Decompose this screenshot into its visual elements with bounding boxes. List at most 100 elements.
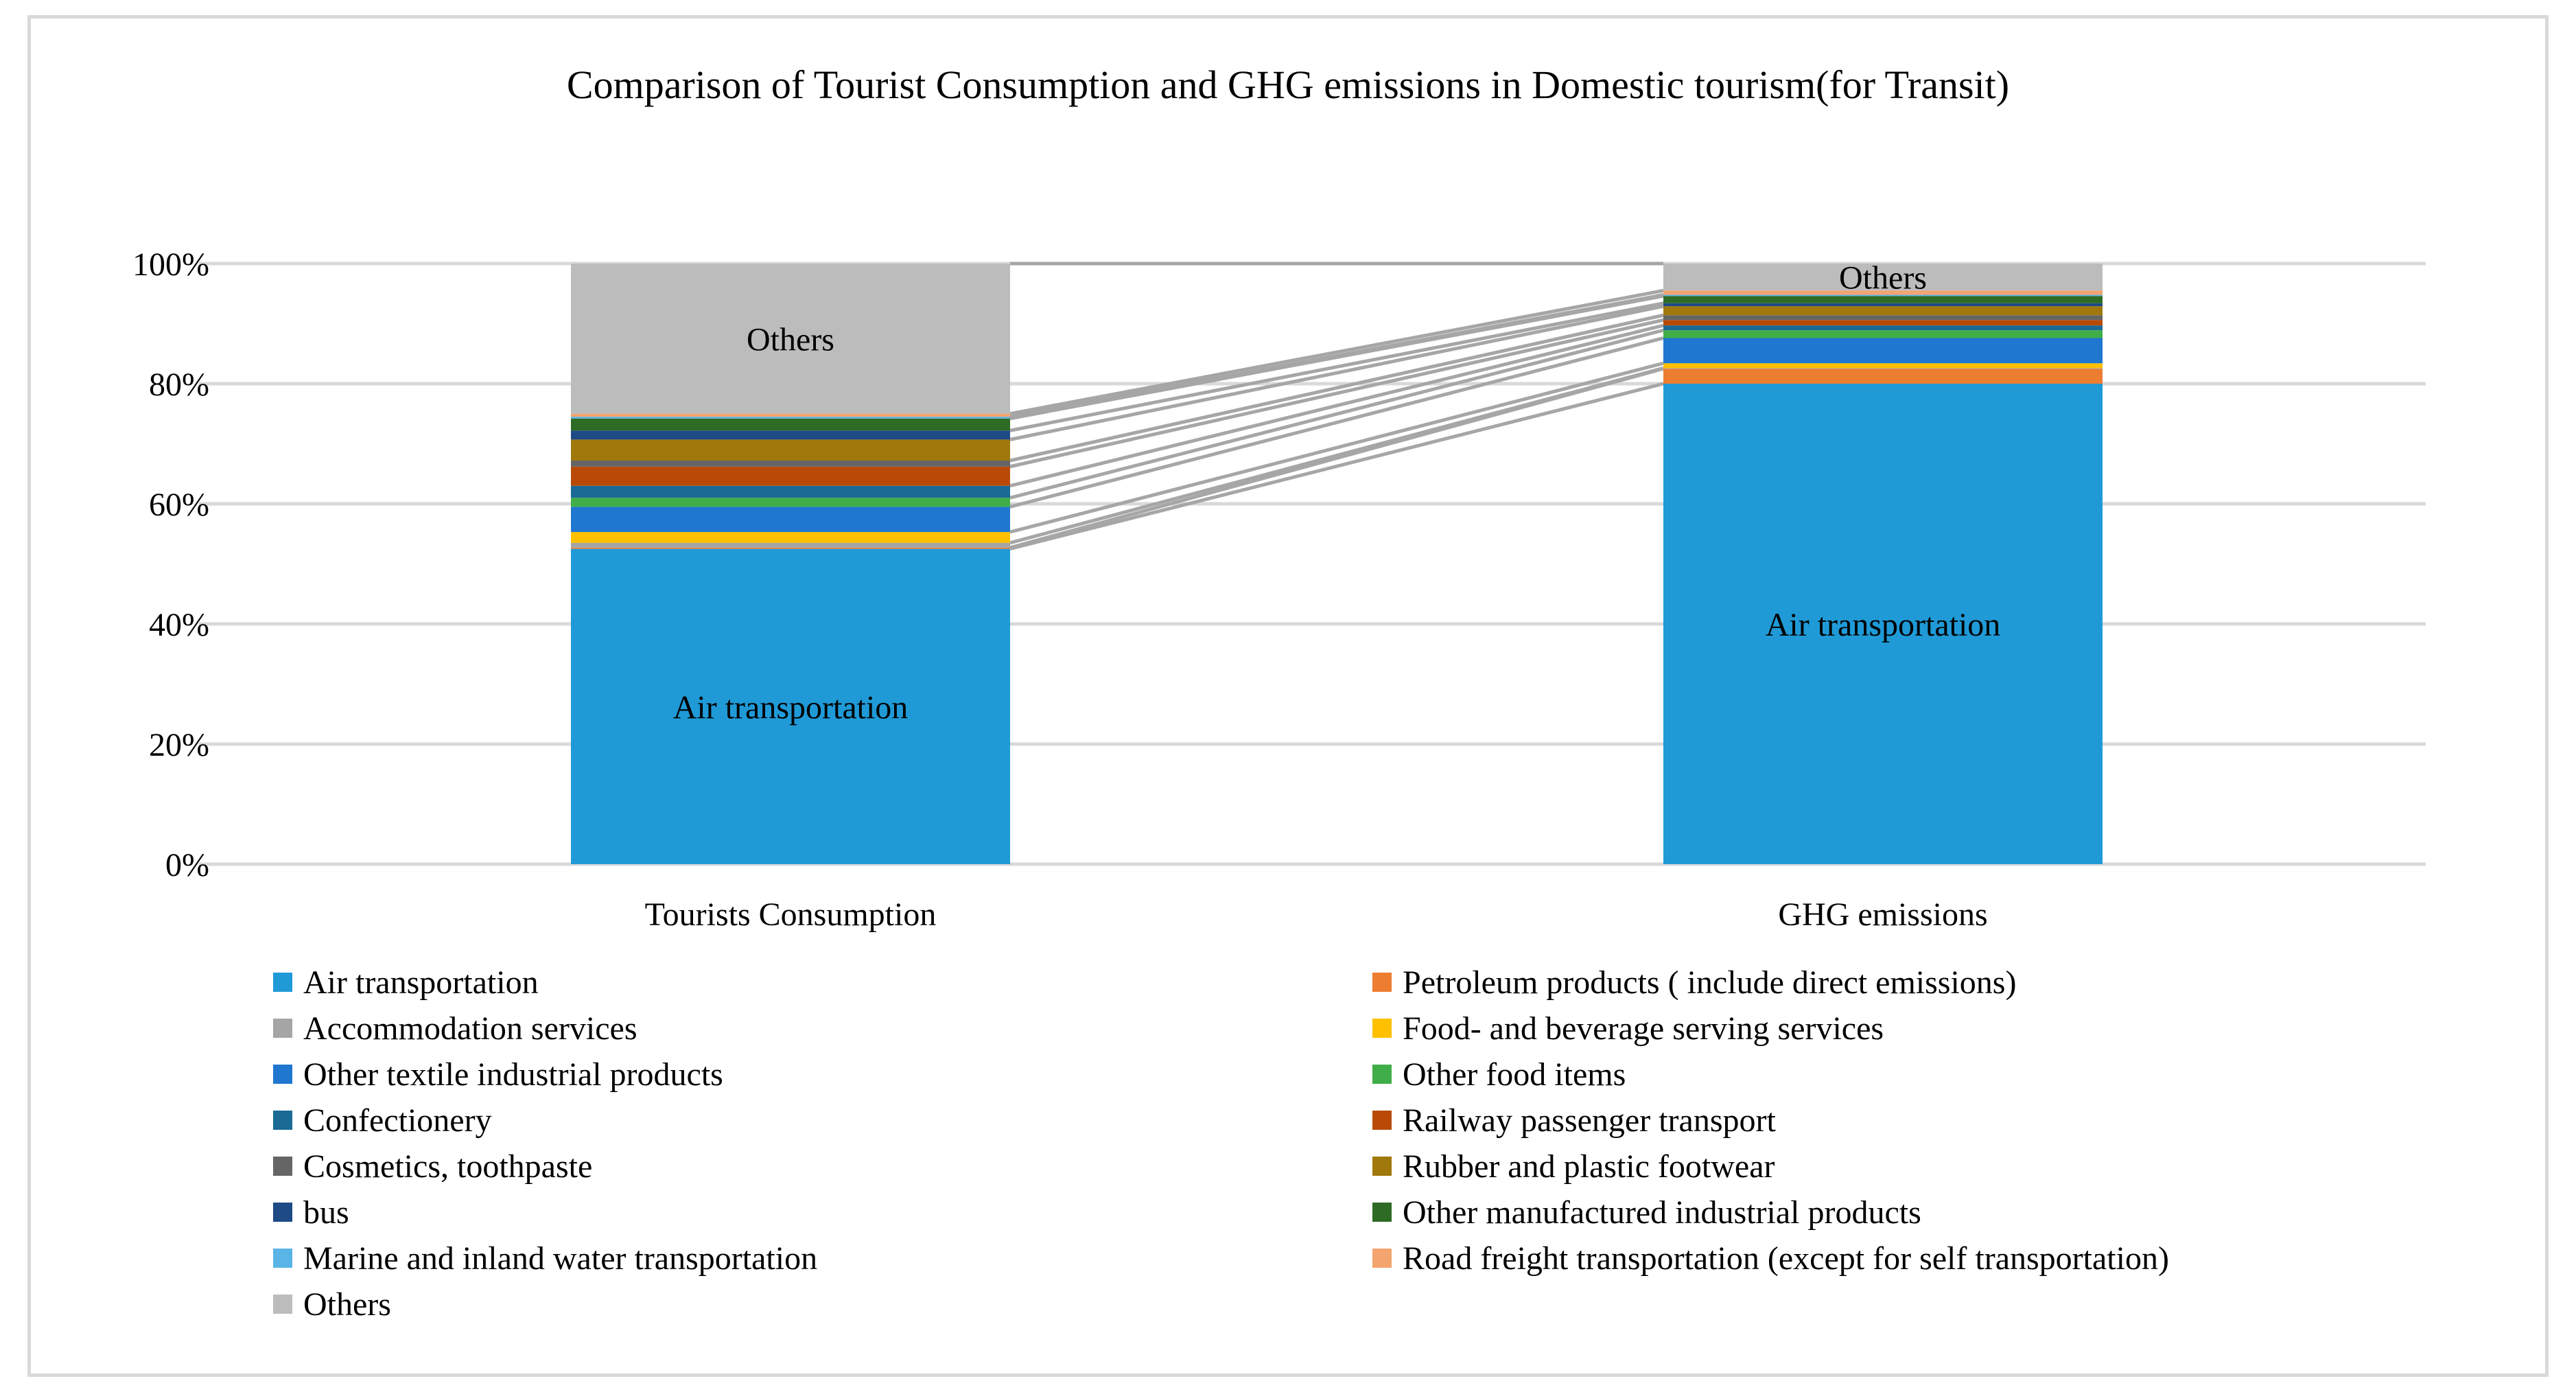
legend-label: Petroleum products ( include direct emis… [1403,964,2017,1001]
bar-segment [1663,306,2103,316]
legend-item: Accommodation services [273,1007,637,1049]
series-line [1009,336,1664,509]
y-tick-label: 40% [149,607,209,643]
legend-label: Food- and beverage serving services [1403,1010,1884,1047]
bar-segment [1663,294,2103,297]
bar-segment [571,498,1010,507]
legend-item: Railway passenger transport [1372,1099,1776,1141]
legend-label: Other manufactured industrial products [1403,1194,1921,1231]
chart-frame [27,15,2549,1377]
bar-segment [1663,315,2103,321]
legend-swatch [1372,1249,1392,1268]
series-line [1009,323,1664,488]
bar-segment [571,461,1010,467]
legend-label: Marine and inland water transportation [303,1240,818,1277]
legend-label: bus [303,1194,349,1231]
bar-segment [571,417,1010,419]
y-tick-label: 0% [165,847,209,883]
y-tick-label: 100% [132,246,209,283]
bar-segment [571,418,1010,431]
series-line [1009,301,1664,432]
bar-segment [571,264,1010,414]
bar-segment [571,507,1010,533]
bar-segment [1663,325,2103,331]
series-line [1009,361,1664,534]
x-tick-label: Tourists Consumption [645,896,937,933]
legend-swatch [1372,1111,1392,1130]
legend-item: Petroleum products ( include direct emis… [1372,961,2016,1004]
series-line [1009,382,1664,551]
series-line [1009,313,1664,463]
bar-segment [1663,363,2103,369]
legend-label: Accommodation services [303,1010,637,1047]
x-tick-label: GHG emissions [1778,896,1987,933]
legend-item: Cosmetics, toothpaste [273,1145,592,1187]
series-line [1009,318,1664,469]
bar-segment [571,548,1010,864]
bar-segment [1663,296,2103,303]
bar-segment [571,413,1010,417]
bar-segment [1663,303,2103,307]
legend-swatch [1372,973,1392,992]
series-line [1009,304,1664,441]
bar-segment [1663,369,2103,384]
bar-segment [1663,264,2103,291]
bar-segment [571,439,1010,461]
legend-swatch [273,1157,292,1176]
data-label: Air transportation [673,689,909,726]
legend-swatch [273,1249,292,1268]
legend-label: Road freight transportation (except for … [1403,1240,2169,1277]
legend-label: Rubber and plastic footwear [1403,1148,1775,1185]
bar-segment [571,532,1010,543]
legend-label: Cosmetics, toothpaste [303,1148,593,1185]
legend-swatch [273,1111,292,1130]
series-line [1009,366,1664,545]
legend-label: Air transportation [303,964,539,1001]
series-line [1009,293,1664,419]
legend-item: Road freight transportation (except for … [1372,1237,2169,1279]
bar-segment [1663,320,2103,326]
legend-item: Others [273,1283,391,1325]
data-label: Others [1839,260,1927,297]
series-line [1009,328,1664,500]
y-tick-label: 60% [149,487,209,523]
bar-segment [1663,384,2103,864]
legend-item: Confectionery [273,1099,492,1141]
bar-segment [1663,368,2103,369]
legend-label: Other food items [1403,1056,1626,1093]
legend-item: Food- and beverage serving services [1372,1007,1884,1049]
legend-swatch [273,973,292,992]
legend-item: Other textile industrial products [273,1053,723,1095]
legend-swatch [1372,1019,1392,1038]
data-label: Air transportation [1766,607,2001,643]
legend-label: Confectionery [303,1102,492,1139]
data-label: Others [747,321,834,358]
legend-swatch [273,1203,292,1222]
legend-item: Marine and inland water transportation [273,1237,817,1279]
legend-label: Railway passenger transport [1403,1102,1776,1139]
series-line [1009,288,1664,416]
bar-segment [571,485,1010,498]
legend-label: Others [303,1286,391,1323]
legend-swatch [1372,1157,1392,1176]
legend-swatch [1372,1065,1392,1084]
legend-label: Other textile industrial products [303,1056,723,1093]
chart-title: Comparison of Tourist Consumption and GH… [566,62,2010,107]
y-tick-label: 20% [149,727,209,763]
y-tick-label: 80% [149,367,209,403]
legend-item: bus [273,1191,349,1233]
legend-swatch [273,1019,292,1038]
bar-segment [1663,330,2103,338]
bar-segment [1663,338,2103,364]
bar-segment [1663,290,2103,295]
legend-swatch [1372,1203,1392,1222]
legend-item: Rubber and plastic footwear [1372,1145,1775,1187]
legend-item: Other manufactured industrial products [1372,1191,1921,1233]
bar-segment [571,466,1010,486]
legend-swatch [273,1065,292,1084]
bar-segment [571,547,1010,549]
legend-swatch [273,1295,292,1314]
bar-segment [571,430,1010,440]
legend-item: Other food items [1372,1053,1626,1095]
